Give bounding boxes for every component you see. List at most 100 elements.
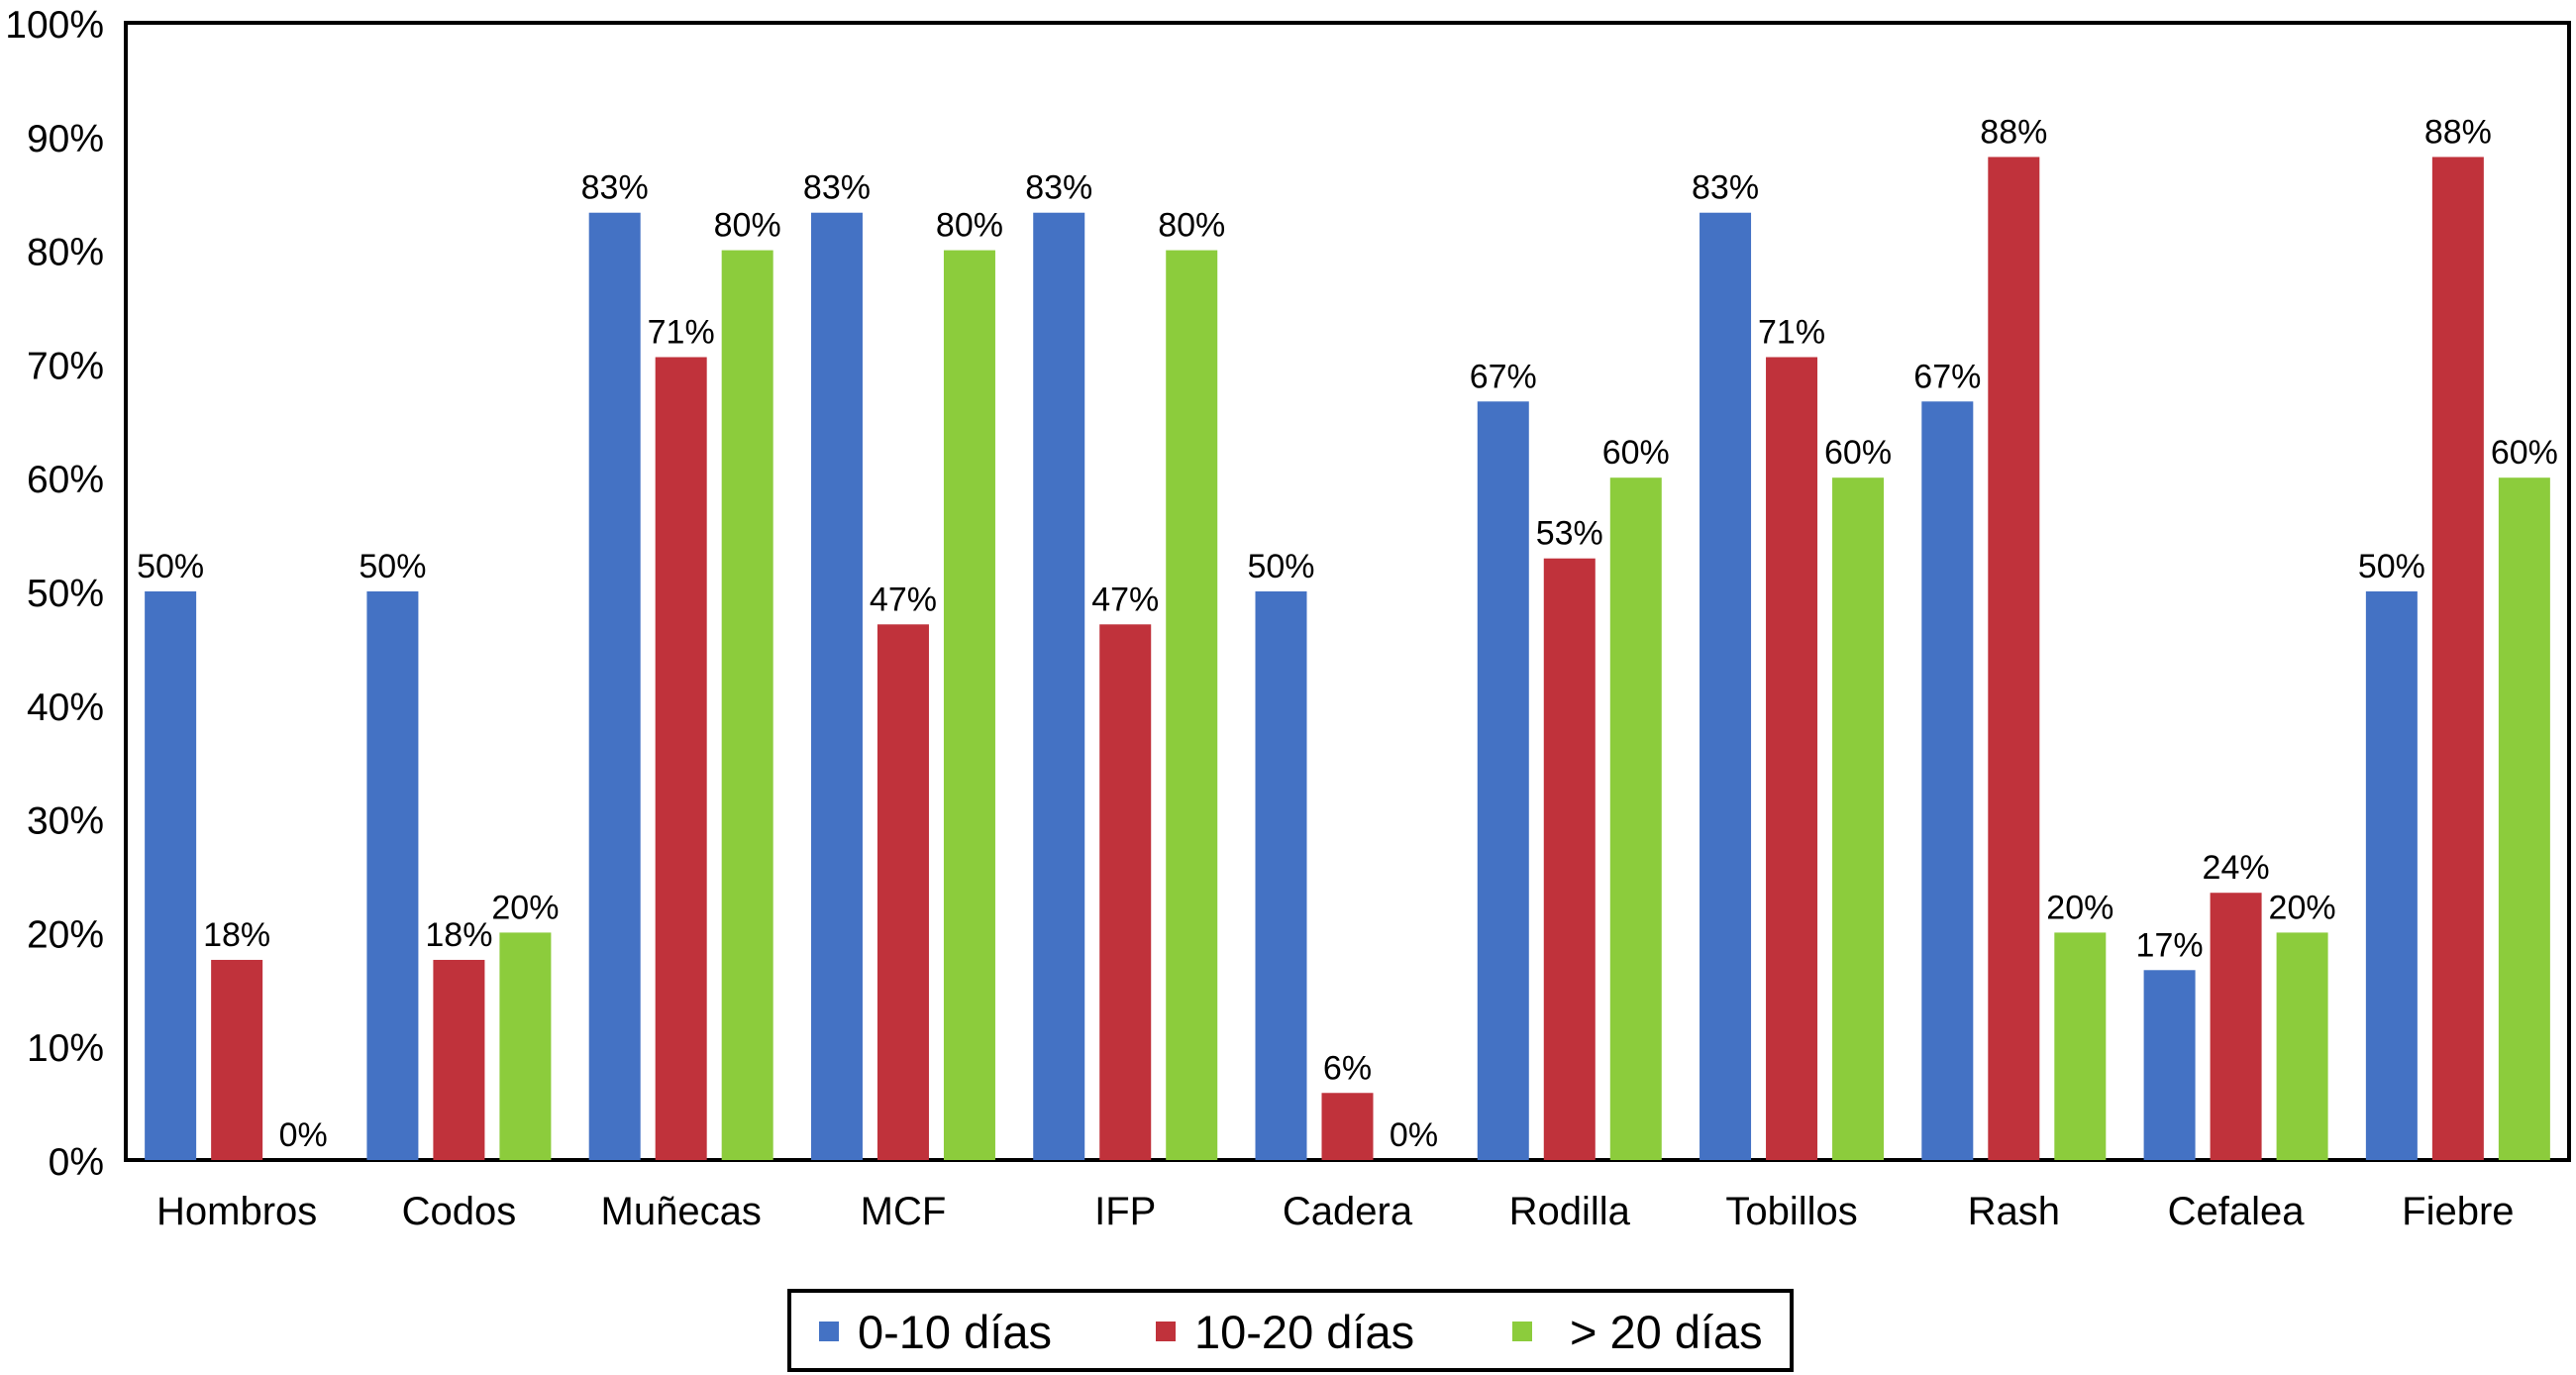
bar bbox=[2210, 893, 2262, 1160]
y-tick-label: 80% bbox=[27, 232, 104, 274]
bar bbox=[1543, 558, 1596, 1160]
bar-value-label: 17% bbox=[2136, 926, 2204, 964]
bar bbox=[366, 591, 419, 1160]
bar-value-label: 71% bbox=[648, 314, 715, 352]
legend-swatch-10-20 bbox=[1156, 1322, 1176, 1341]
bar-value-label: 20% bbox=[491, 889, 559, 926]
bar bbox=[655, 357, 707, 1161]
y-tick-label: 40% bbox=[27, 687, 104, 729]
bar-value-label: 83% bbox=[1692, 169, 1759, 207]
bar bbox=[721, 250, 773, 1161]
bar-value-label: 80% bbox=[1158, 207, 1225, 245]
bar bbox=[2498, 477, 2550, 1160]
bar-value-label: 60% bbox=[1602, 434, 1670, 472]
bar-value-label: 71% bbox=[1758, 314, 1825, 352]
x-category-label: Codos bbox=[402, 1190, 517, 1233]
bar-value-label: 53% bbox=[1536, 515, 1603, 553]
legend-swatch-gt20 bbox=[1512, 1322, 1532, 1341]
bar-value-label: 80% bbox=[936, 207, 1003, 245]
bar-value-label: 60% bbox=[2491, 434, 2558, 472]
bar bbox=[1255, 591, 1307, 1160]
y-tick-label: 100% bbox=[5, 4, 104, 47]
data-labels: 50%18%0%50%18%20%83%71%80%83%47%80%83%47… bbox=[137, 113, 2558, 1154]
bar bbox=[1166, 250, 1218, 1161]
bar-value-label: 83% bbox=[1025, 169, 1092, 207]
bar-value-label: 20% bbox=[2046, 889, 2113, 926]
y-tick-label: 20% bbox=[27, 913, 104, 956]
bar-value-label: 83% bbox=[581, 169, 649, 207]
plot-area-frame bbox=[124, 21, 2571, 1162]
bar bbox=[2054, 932, 2107, 1160]
bar-value-label: 50% bbox=[137, 548, 204, 585]
x-axis-category-labels: Hombros Codos Muñecas MCF IFP Cadera Rodilla To… bbox=[156, 1190, 2515, 1233]
bar-value-label: 0% bbox=[279, 1116, 328, 1154]
x-category-label: Rodilla bbox=[1509, 1190, 1631, 1233]
legend-swatch-0-10 bbox=[819, 1322, 839, 1341]
x-category-label: Tobillos bbox=[1725, 1190, 1857, 1233]
y-tick-label: 10% bbox=[27, 1027, 104, 1070]
bar bbox=[433, 959, 485, 1160]
bar-value-label: 47% bbox=[1091, 581, 1159, 618]
bar-value-label: 80% bbox=[714, 207, 781, 245]
x-category-label: Fiebre bbox=[2402, 1190, 2514, 1233]
bar bbox=[1099, 624, 1152, 1160]
bar bbox=[1477, 401, 1529, 1160]
x-category-label: Hombros bbox=[156, 1190, 317, 1233]
y-tick-label: 50% bbox=[27, 573, 104, 615]
y-tick-label: 60% bbox=[27, 459, 104, 501]
legend-label-10-20: 10-20 días bbox=[1194, 1306, 1414, 1358]
y-axis-tick-labels: 0% 10% 20% 30% 40% 50% 60% 70% 80% 90% 100% bbox=[5, 4, 104, 1184]
x-category-label: Cadera bbox=[1283, 1190, 1413, 1233]
x-category-label: Cefalea bbox=[2168, 1190, 2306, 1233]
x-category-label: MCF bbox=[861, 1190, 947, 1233]
bar-value-label: 6% bbox=[1323, 1049, 1372, 1087]
bar-value-label: 88% bbox=[2424, 113, 2492, 151]
x-category-label: Rash bbox=[1968, 1190, 2060, 1233]
bar-value-label: 0% bbox=[1390, 1116, 1438, 1154]
bar-value-label: 60% bbox=[1824, 434, 1892, 472]
bar-series-group bbox=[145, 157, 2550, 1161]
bar-value-label: 67% bbox=[1470, 358, 1537, 395]
bar bbox=[1033, 212, 1085, 1160]
bar-value-label: 18% bbox=[425, 916, 492, 954]
legend-frame bbox=[787, 1289, 1794, 1372]
bar bbox=[2143, 970, 2196, 1160]
legend-label-gt20: > 20 días bbox=[1570, 1306, 1763, 1358]
bar bbox=[1609, 477, 1662, 1160]
bar-value-label: 88% bbox=[1980, 113, 2047, 151]
bar bbox=[1832, 477, 1885, 1160]
bar bbox=[2431, 157, 2484, 1161]
bar bbox=[2365, 591, 2418, 1160]
bar bbox=[2276, 932, 2328, 1160]
bar bbox=[876, 624, 929, 1160]
bar bbox=[499, 932, 552, 1160]
bar bbox=[943, 250, 995, 1161]
bar bbox=[1921, 401, 1974, 1160]
bar-value-label: 50% bbox=[1247, 548, 1314, 585]
bar-value-label: 83% bbox=[803, 169, 871, 207]
bar bbox=[1988, 157, 2040, 1161]
y-tick-label: 0% bbox=[49, 1141, 104, 1184]
bar bbox=[810, 212, 863, 1160]
x-category-label: Muñecas bbox=[601, 1190, 762, 1233]
bar bbox=[1321, 1093, 1374, 1160]
y-tick-label: 70% bbox=[27, 345, 104, 387]
bar-value-label: 67% bbox=[1913, 358, 1981, 395]
bar-value-label: 24% bbox=[2203, 849, 2270, 887]
legend-label-0-10: 0-10 días bbox=[858, 1306, 1052, 1358]
bar-value-label: 50% bbox=[359, 548, 426, 585]
bar bbox=[1700, 212, 1752, 1160]
legend: 0-10 días 10-20 días > 20 días bbox=[787, 1289, 1794, 1372]
y-tick-label: 30% bbox=[27, 800, 104, 843]
y-tick-label: 90% bbox=[27, 118, 104, 160]
bar bbox=[588, 212, 641, 1160]
bar bbox=[145, 591, 197, 1160]
bar-value-label: 20% bbox=[2269, 889, 2336, 926]
bar bbox=[1766, 357, 1818, 1161]
bar-value-label: 18% bbox=[203, 916, 270, 954]
bar-value-label: 50% bbox=[2358, 548, 2425, 585]
bar bbox=[211, 959, 263, 1160]
x-category-label: IFP bbox=[1094, 1190, 1156, 1233]
bar-value-label: 47% bbox=[870, 581, 937, 618]
